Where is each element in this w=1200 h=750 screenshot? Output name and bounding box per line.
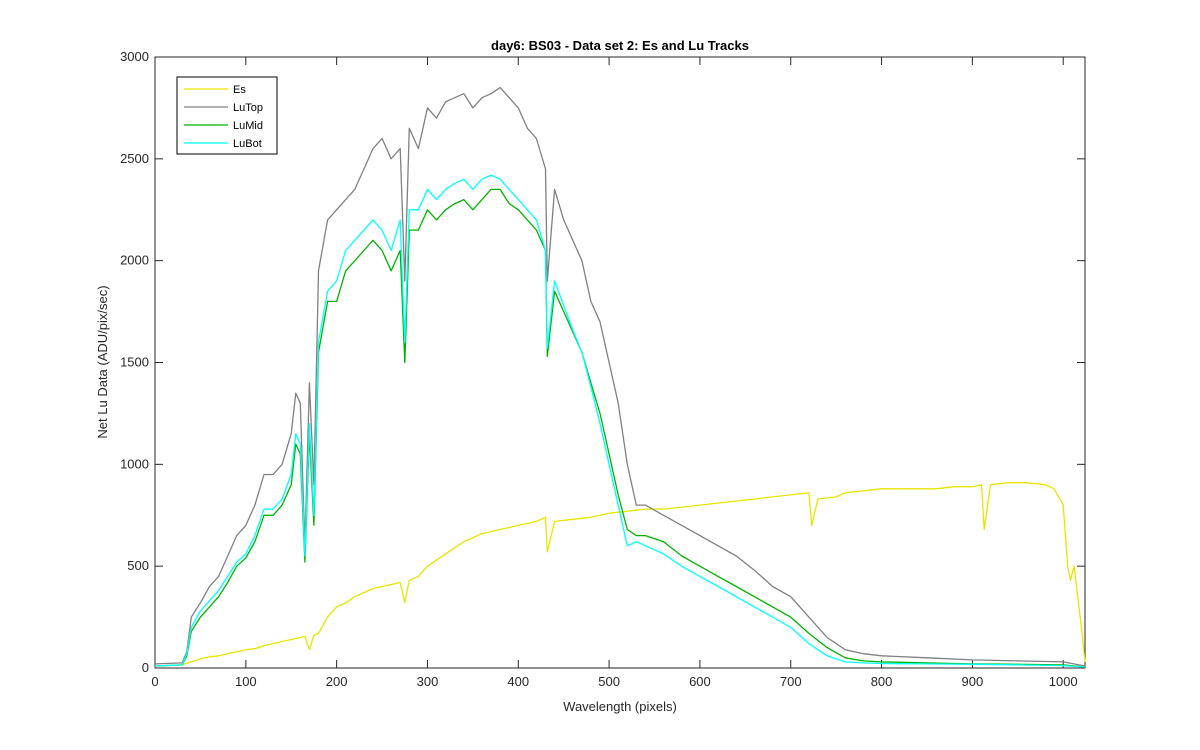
x-tick-label: 800: [871, 674, 893, 689]
x-tick-label: 700: [780, 674, 802, 689]
x-tick-label: 100: [235, 674, 257, 689]
x-tick-label: 300: [417, 674, 439, 689]
y-tick-label: 500: [127, 558, 149, 573]
x-axis-label: Wavelength (pixels): [563, 699, 677, 714]
series-line-es: [154, 482, 1086, 667]
y-axis-label: Net Lu Data (ADU/pix/sec): [95, 285, 110, 438]
y-tick-label: 1000: [120, 456, 149, 471]
y-tick-label: 3000: [120, 49, 149, 64]
series-line-lumid: [154, 188, 1086, 668]
y-tick-label: 1500: [120, 355, 149, 370]
legend-box: [176, 76, 278, 155]
x-tick-label: 0: [151, 674, 158, 689]
x-tick-label: 900: [962, 674, 984, 689]
series-line-lutop: [154, 86, 1086, 667]
x-tick-label: 400: [507, 674, 529, 689]
legend-label-lumid: LuMid: [233, 120, 263, 132]
y-tick-label: 2500: [120, 151, 149, 166]
legend-label-lutop: LuTop: [233, 102, 263, 114]
series-line-lubot: [154, 174, 1086, 668]
y-tick-label: 2000: [120, 253, 149, 268]
x-tick-label: 500: [598, 674, 620, 689]
axis-ticks: 0 100 200 300 400 500 600 700 800 900 1000 0 500 1000…: [120, 49, 1085, 689]
x-tick-label: 1000: [1049, 674, 1078, 689]
x-tick-label: 200: [326, 674, 348, 689]
x-tick-label: 600: [689, 674, 711, 689]
chart-title: day6: BS03 - Data set 2: Es and Lu Track…: [491, 38, 749, 53]
legend-label-es: Es: [233, 84, 246, 96]
legend-label-lubot: LuBot: [233, 138, 262, 150]
y-tick-label: 0: [142, 660, 149, 675]
legend: Es LuTop LuMid LuBot: [176, 76, 278, 155]
plot-area: [154, 56, 1086, 669]
series-lines: [154, 86, 1086, 668]
